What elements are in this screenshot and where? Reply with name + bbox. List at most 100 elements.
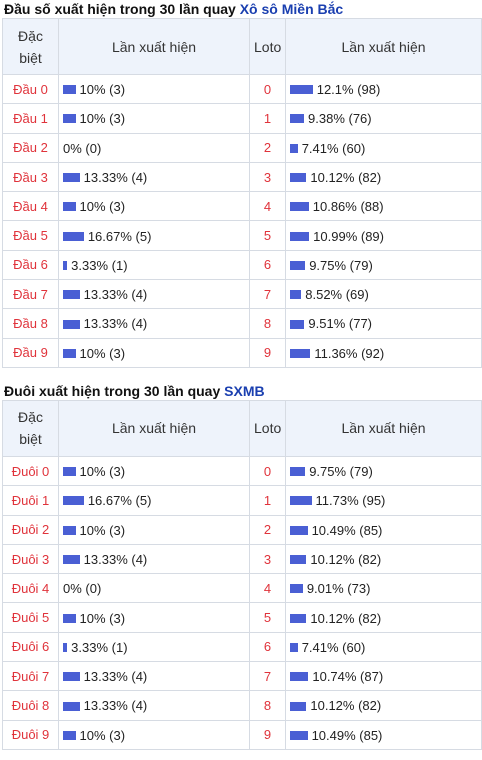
- loto-count-bar: [290, 496, 312, 506]
- loto-count-cell: 10.12% (82): [285, 543, 482, 575]
- count-cell: 13.33% (4): [58, 543, 250, 575]
- loto-count-bar: [290, 672, 309, 682]
- loto-count-cell: 7.41% (60): [285, 132, 482, 163]
- table-row: Đầu 7 13.33% (4) 7 8.52% (69): [2, 279, 482, 310]
- loto-count-cell: 7.41% (60): [285, 631, 482, 663]
- duoi-table-body: Đuôi 0 10% (3) 0 9.75% (79) Đuôi 1 16.67% (5)…: [2, 455, 482, 750]
- count-value: 10% (3): [79, 610, 126, 626]
- loto-number: 1: [249, 103, 286, 134]
- loto-count-bar: [290, 231, 310, 241]
- loto-count-value: 9.75% (79): [309, 464, 373, 480]
- duoi-table: Đặc biệt Lần xuất hiện Loto Lần xuất hiện…: [2, 399, 482, 750]
- loto-number: 7: [249, 279, 286, 310]
- duoi-title-text: Đuôi xuất hiện trong 30 lần quay: [4, 382, 221, 399]
- loto-number: 8: [249, 308, 286, 339]
- table-row: Đuôi 2 10% (3) 2 10.49% (85): [2, 514, 482, 545]
- loto-count-cell: 10.74% (87): [285, 661, 482, 692]
- count-bar: [63, 642, 68, 652]
- loto-number: 1: [249, 485, 286, 516]
- count-bar: [63, 348, 76, 358]
- loto-number: 4: [249, 573, 286, 604]
- count-value: 13.33% (4): [83, 552, 148, 568]
- loto-count-cell: 8.52% (69): [285, 279, 482, 310]
- loto-number: 0: [249, 455, 286, 487]
- dau-title-link[interactable]: Xô sô Miền Bắc: [239, 1, 344, 17]
- duoi-header-row: Đặc biệt Lần xuất hiện Loto Lần xuất hiện: [2, 399, 482, 457]
- count-value: 10% (3): [79, 82, 126, 98]
- loto-count-bar: [290, 173, 307, 183]
- count-value: 13.33% (4): [83, 316, 148, 332]
- loto-count-bar: [290, 319, 305, 329]
- row-label: Đầu 2: [2, 132, 59, 163]
- loto-count-cell: 10.99% (89): [285, 220, 482, 251]
- table-row: Đuôi 4 0% (0) 4 9.01% (73): [2, 573, 482, 604]
- row-label: Đầu 3: [2, 161, 59, 193]
- count-cell: 10% (3): [58, 103, 250, 134]
- count-bar: [63, 231, 84, 241]
- loto-count-bar: [290, 348, 311, 358]
- loto-number: 2: [249, 132, 286, 163]
- loto-number: 4: [249, 191, 286, 222]
- table-row: Đầu 2 0% (0) 2 7.41% (60): [2, 132, 482, 163]
- table-row: Đầu 0 10% (3) 0 12.1% (98): [2, 73, 482, 105]
- count-value: 13.33% (4): [83, 287, 148, 303]
- count-bar: [63, 730, 76, 740]
- loto-count-value: 12.1% (98): [316, 82, 381, 98]
- loto-count-value: 10.12% (82): [310, 552, 382, 568]
- count-value: 13.33% (4): [83, 170, 148, 186]
- row-label: Đuôi 9: [2, 719, 59, 750]
- count-value: 10% (3): [79, 345, 126, 361]
- loto-count-bar: [290, 143, 298, 153]
- count-value: 13.33% (4): [83, 669, 148, 685]
- count-cell: 13.33% (4): [58, 308, 250, 339]
- dau-table: Đặc biệt Lần xuất hiện Loto Lần xuất hiện…: [2, 18, 482, 368]
- row-label: Đuôi 0: [2, 455, 59, 487]
- table-row: Đuôi 1 16.67% (5) 1 11.73% (95): [2, 485, 482, 516]
- count-cell: 13.33% (4): [58, 279, 250, 310]
- table-row: Đuôi 5 10% (3) 5 10.12% (82): [2, 602, 482, 633]
- loto-count-bar: [290, 290, 302, 300]
- count-bar: [63, 319, 80, 329]
- count-cell: 10% (3): [58, 455, 250, 487]
- loto-number: 0: [249, 73, 286, 105]
- count-bar: [63, 496, 84, 506]
- loto-count-bar: [290, 114, 305, 124]
- table-row: Đầu 4 10% (3) 4 10.86% (88): [2, 191, 482, 222]
- table-row: Đuôi 3 13.33% (4) 3 10.12% (82): [2, 543, 482, 575]
- count-cell: 3.33% (1): [58, 631, 250, 663]
- loto-count-value: 9.75% (79): [309, 257, 373, 273]
- count-bar: [63, 114, 76, 124]
- row-label: Đuôi 2: [2, 514, 59, 545]
- duoi-title-link[interactable]: SXMB: [224, 382, 265, 399]
- count-value: 10% (3): [79, 464, 126, 480]
- loto-count-value: 8.52% (69): [305, 287, 369, 303]
- header-count: Lần xuất hiện: [58, 18, 250, 75]
- loto-count-cell: 11.73% (95): [285, 485, 482, 516]
- loto-count-value: 10.49% (85): [311, 522, 383, 538]
- table-row: Đầu 9 10% (3) 9 11.36% (92): [2, 337, 482, 368]
- loto-count-bar: [290, 555, 307, 565]
- loto-count-bar: [290, 525, 308, 535]
- count-cell: 13.33% (4): [58, 690, 250, 721]
- count-bar: [63, 613, 76, 623]
- dau-section: Đầu số xuất hiện trong 30 lần quay Xô sô…: [0, 0, 482, 368]
- count-cell: 10% (3): [58, 514, 250, 545]
- loto-count-bar: [290, 730, 308, 740]
- loto-count-cell: 10.12% (82): [285, 690, 482, 721]
- count-value: 10% (3): [79, 522, 126, 538]
- table-row: Đuôi 0 10% (3) 0 9.75% (79): [2, 455, 482, 487]
- row-label: Đuôi 6: [2, 631, 59, 663]
- loto-count-cell: 10.12% (82): [285, 161, 482, 193]
- loto-number: 5: [249, 602, 286, 633]
- dau-header-row: Đặc biệt Lần xuất hiện Loto Lần xuất hiện: [2, 18, 482, 75]
- count-bar: [63, 202, 76, 212]
- count-cell: 0% (0): [58, 132, 250, 163]
- count-cell: 0% (0): [58, 573, 250, 604]
- table-row: Đầu 3 13.33% (4) 3 10.12% (82): [2, 161, 482, 193]
- loto-count-cell: 10.12% (82): [285, 602, 482, 633]
- table-row: Đuôi 8 13.33% (4) 8 10.12% (82): [2, 690, 482, 721]
- row-label: Đầu 4: [2, 191, 59, 222]
- count-value: 13.33% (4): [83, 698, 148, 714]
- loto-count-cell: 10.49% (85): [285, 514, 482, 545]
- loto-number: 9: [249, 719, 286, 750]
